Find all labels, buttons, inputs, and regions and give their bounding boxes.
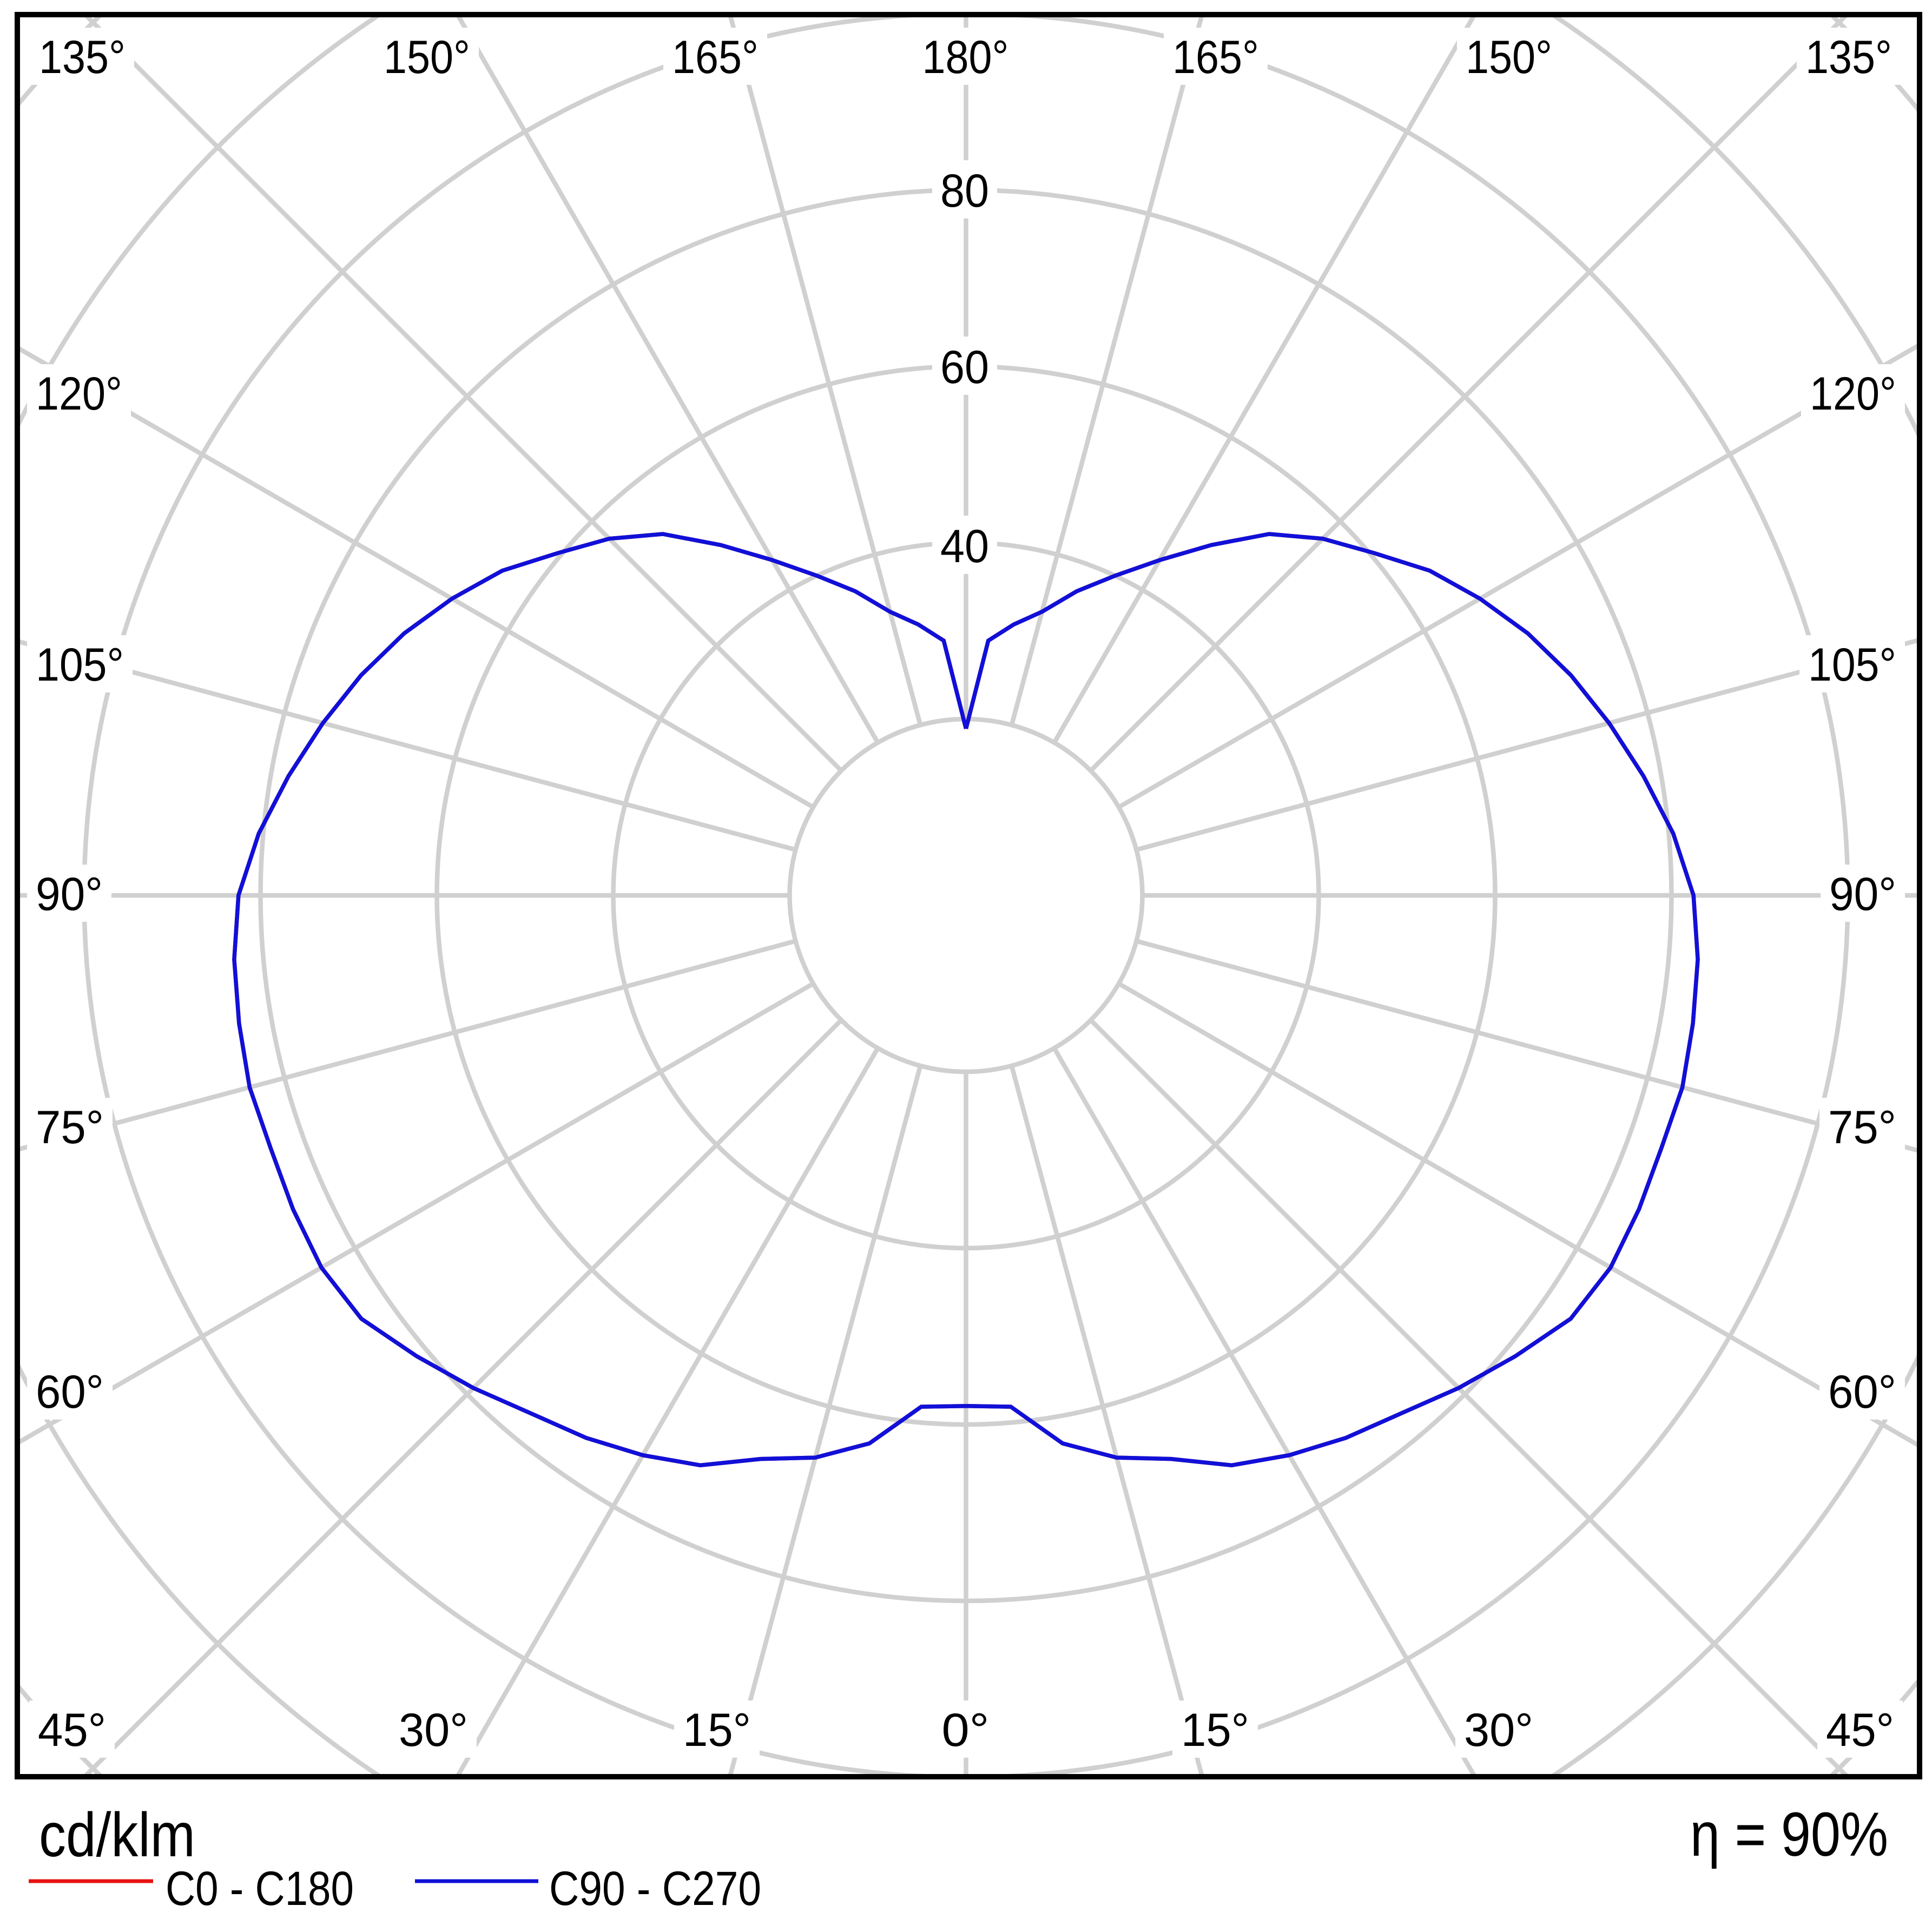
svg-text:150°: 150° bbox=[1466, 31, 1552, 83]
svg-text:C90 - C270: C90 - C270 bbox=[549, 1861, 761, 1915]
svg-text:105°: 105° bbox=[36, 639, 124, 691]
svg-text:45°: 45° bbox=[1826, 1704, 1894, 1756]
svg-text:30°: 30° bbox=[399, 1704, 468, 1756]
svg-text:40: 40 bbox=[940, 520, 989, 572]
svg-text:90°: 90° bbox=[1829, 868, 1896, 920]
svg-text:C0 - C180: C0 - C180 bbox=[166, 1861, 354, 1915]
svg-text:cd/klm: cd/klm bbox=[39, 1801, 195, 1870]
svg-text:135°: 135° bbox=[39, 31, 126, 83]
svg-text:60: 60 bbox=[940, 341, 989, 393]
svg-text:80: 80 bbox=[940, 165, 989, 217]
svg-text:120°: 120° bbox=[1810, 368, 1896, 420]
svg-text:165°: 165° bbox=[672, 31, 759, 83]
svg-text:135°: 135° bbox=[1805, 31, 1892, 83]
svg-text:180°: 180° bbox=[922, 31, 1009, 83]
svg-text:75°: 75° bbox=[36, 1102, 104, 1153]
svg-text:150°: 150° bbox=[384, 31, 470, 83]
svg-text:120°: 120° bbox=[36, 368, 122, 420]
svg-text:15°: 15° bbox=[1181, 1704, 1249, 1756]
svg-text:45°: 45° bbox=[38, 1704, 106, 1756]
svg-text:30°: 30° bbox=[1464, 1704, 1533, 1756]
svg-text:60°: 60° bbox=[1828, 1366, 1896, 1418]
svg-text:60°: 60° bbox=[36, 1366, 104, 1418]
svg-text:90°: 90° bbox=[36, 868, 103, 920]
svg-text:75°: 75° bbox=[1828, 1102, 1896, 1153]
svg-text:105°: 105° bbox=[1808, 639, 1896, 691]
svg-text:η = 90%: η = 90% bbox=[1690, 1800, 1888, 1869]
svg-text:15°: 15° bbox=[683, 1704, 751, 1756]
svg-text:165°: 165° bbox=[1172, 31, 1259, 83]
svg-text:0°: 0° bbox=[942, 1704, 990, 1756]
